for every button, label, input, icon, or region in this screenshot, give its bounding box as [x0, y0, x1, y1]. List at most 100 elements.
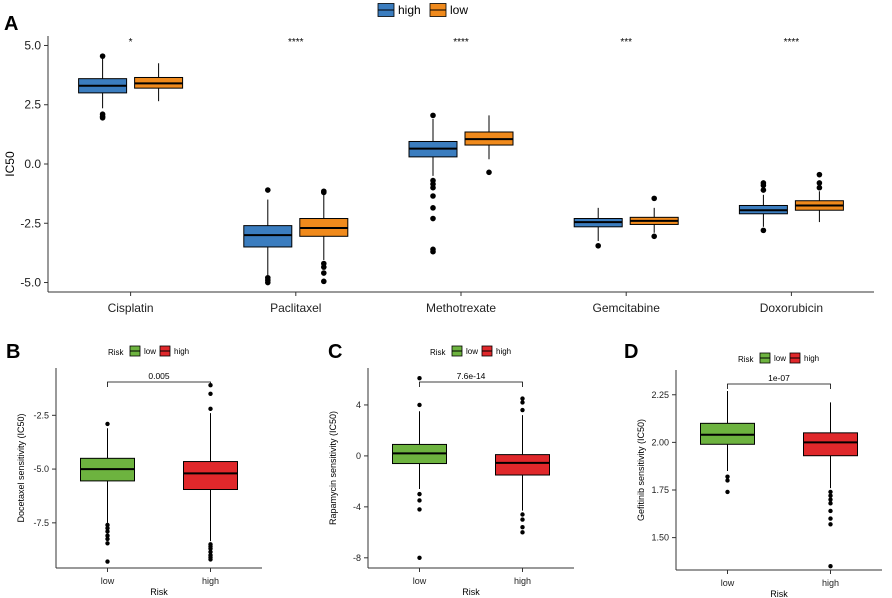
outlier-point	[208, 546, 213, 551]
significance-label: ****	[288, 37, 304, 48]
outlier-point	[520, 530, 525, 535]
x-tick-label: high	[822, 578, 839, 588]
outlier-point	[430, 248, 436, 255]
y-tick-label: 5.0	[24, 38, 41, 52]
y-tick-label: 1.50	[651, 533, 669, 543]
x-tick-label: low	[721, 578, 735, 588]
outlier-point	[208, 391, 213, 397]
y-tick-label: 0	[356, 451, 361, 461]
box-paclitaxel-high	[243, 187, 293, 286]
outlier-point	[486, 169, 492, 176]
pvalue-bracket	[107, 381, 211, 387]
legend-title: Risk	[108, 348, 125, 357]
outlier-point	[520, 396, 525, 401]
outlier-point	[99, 53, 106, 59]
outlier-point	[725, 474, 730, 479]
legend-label: low	[450, 3, 468, 17]
x-axis-title: Risk	[150, 587, 168, 597]
outlier-point	[520, 400, 525, 405]
legend-label: high	[496, 347, 511, 356]
outlier-point	[105, 526, 110, 531]
outlier-point	[430, 205, 436, 211]
outlier-point	[828, 522, 833, 527]
significance-label: *	[129, 37, 133, 48]
pvalue-bracket	[727, 383, 831, 389]
outlier-point	[99, 114, 106, 121]
outlier-point	[760, 227, 767, 234]
box-doxorubicin-low	[794, 171, 844, 223]
y-tick-label: -2.5	[33, 410, 49, 420]
y-tick-label: 2.00	[651, 437, 669, 447]
x-tick-label: Cisplatin	[108, 301, 154, 315]
y-axis-title: Rapamycin sensitivity (IC50)	[328, 411, 338, 525]
panel-letter-c: C	[328, 341, 342, 363]
y-axis-title: Gefitinib sensitivity (IC50)	[636, 419, 646, 521]
box-body	[243, 225, 293, 248]
outlier-point	[651, 233, 657, 240]
outlier-point	[760, 187, 767, 193]
y-axis-title: Docetaxel sensitivity (IC50)	[16, 413, 26, 522]
box-cisplatin-high	[78, 53, 128, 121]
outlier-point	[760, 182, 767, 189]
y-tick-label: -5.0	[20, 276, 41, 290]
x-tick-label: Paclitaxel	[270, 301, 321, 315]
outlier-point	[208, 557, 213, 562]
y-tick-label: -8	[353, 553, 361, 563]
box-high	[183, 383, 238, 562]
outlier-point	[321, 270, 327, 276]
outlier-point	[105, 559, 110, 564]
outlier-point	[828, 501, 833, 506]
outlier-point	[105, 421, 110, 427]
x-tick-label: Methotrexate	[426, 301, 496, 315]
outlier-point	[430, 193, 436, 199]
x-tick-label: low	[101, 576, 115, 586]
legend-label: high	[804, 354, 819, 363]
outlier-point	[816, 184, 823, 191]
box-body	[495, 454, 550, 476]
outlier-point	[105, 529, 110, 534]
legend-label: low	[144, 347, 156, 356]
y-tick-label: -2.5	[20, 216, 41, 230]
x-axis-title: Risk	[462, 587, 480, 597]
outlier-point	[105, 522, 110, 528]
outlier-point	[265, 187, 271, 193]
legend-label: high	[174, 347, 189, 356]
outlier-point	[321, 264, 327, 270]
outlier-point	[208, 406, 213, 412]
legend-label: high	[398, 3, 421, 17]
outlier-point	[828, 489, 833, 495]
outlier-point	[417, 491, 422, 497]
y-tick-label: 2.5	[24, 98, 41, 112]
panel-letter-a: A	[4, 13, 18, 35]
panel-letter-d: D	[624, 341, 638, 363]
outlier-point	[816, 180, 823, 186]
outlier-point	[417, 555, 422, 561]
panel-letter-b: B	[6, 341, 20, 363]
x-tick-label: Gemcitabine	[593, 301, 661, 315]
outlier-point	[520, 512, 525, 517]
outlier-point	[828, 516, 833, 521]
significance-label: ***	[620, 37, 632, 48]
outlier-point	[520, 525, 525, 530]
legend-title: Risk	[430, 348, 447, 357]
box-paclitaxel-low	[299, 188, 349, 285]
outlier-point	[265, 279, 271, 286]
outlier-point	[520, 407, 525, 413]
pvalue-label: 1e-07	[768, 373, 790, 383]
outlier-point	[321, 189, 327, 196]
x-tick-label: high	[202, 576, 219, 586]
box-low	[392, 375, 447, 561]
outlier-point	[430, 184, 436, 191]
y-tick-label: 4	[356, 400, 361, 410]
outlier-point	[725, 478, 730, 483]
outlier-point	[430, 112, 436, 119]
box-gemcitabine-high	[573, 207, 623, 249]
outlier-point	[828, 497, 833, 502]
outlier-point	[651, 195, 657, 202]
box-high	[495, 396, 550, 535]
pvalue-label: 0.005	[148, 371, 170, 381]
y-tick-label: -4	[353, 502, 361, 512]
outlier-point	[105, 541, 110, 546]
pvalue-label: 7.6e-14	[457, 371, 486, 381]
y-tick-label: -7.5	[33, 518, 49, 528]
